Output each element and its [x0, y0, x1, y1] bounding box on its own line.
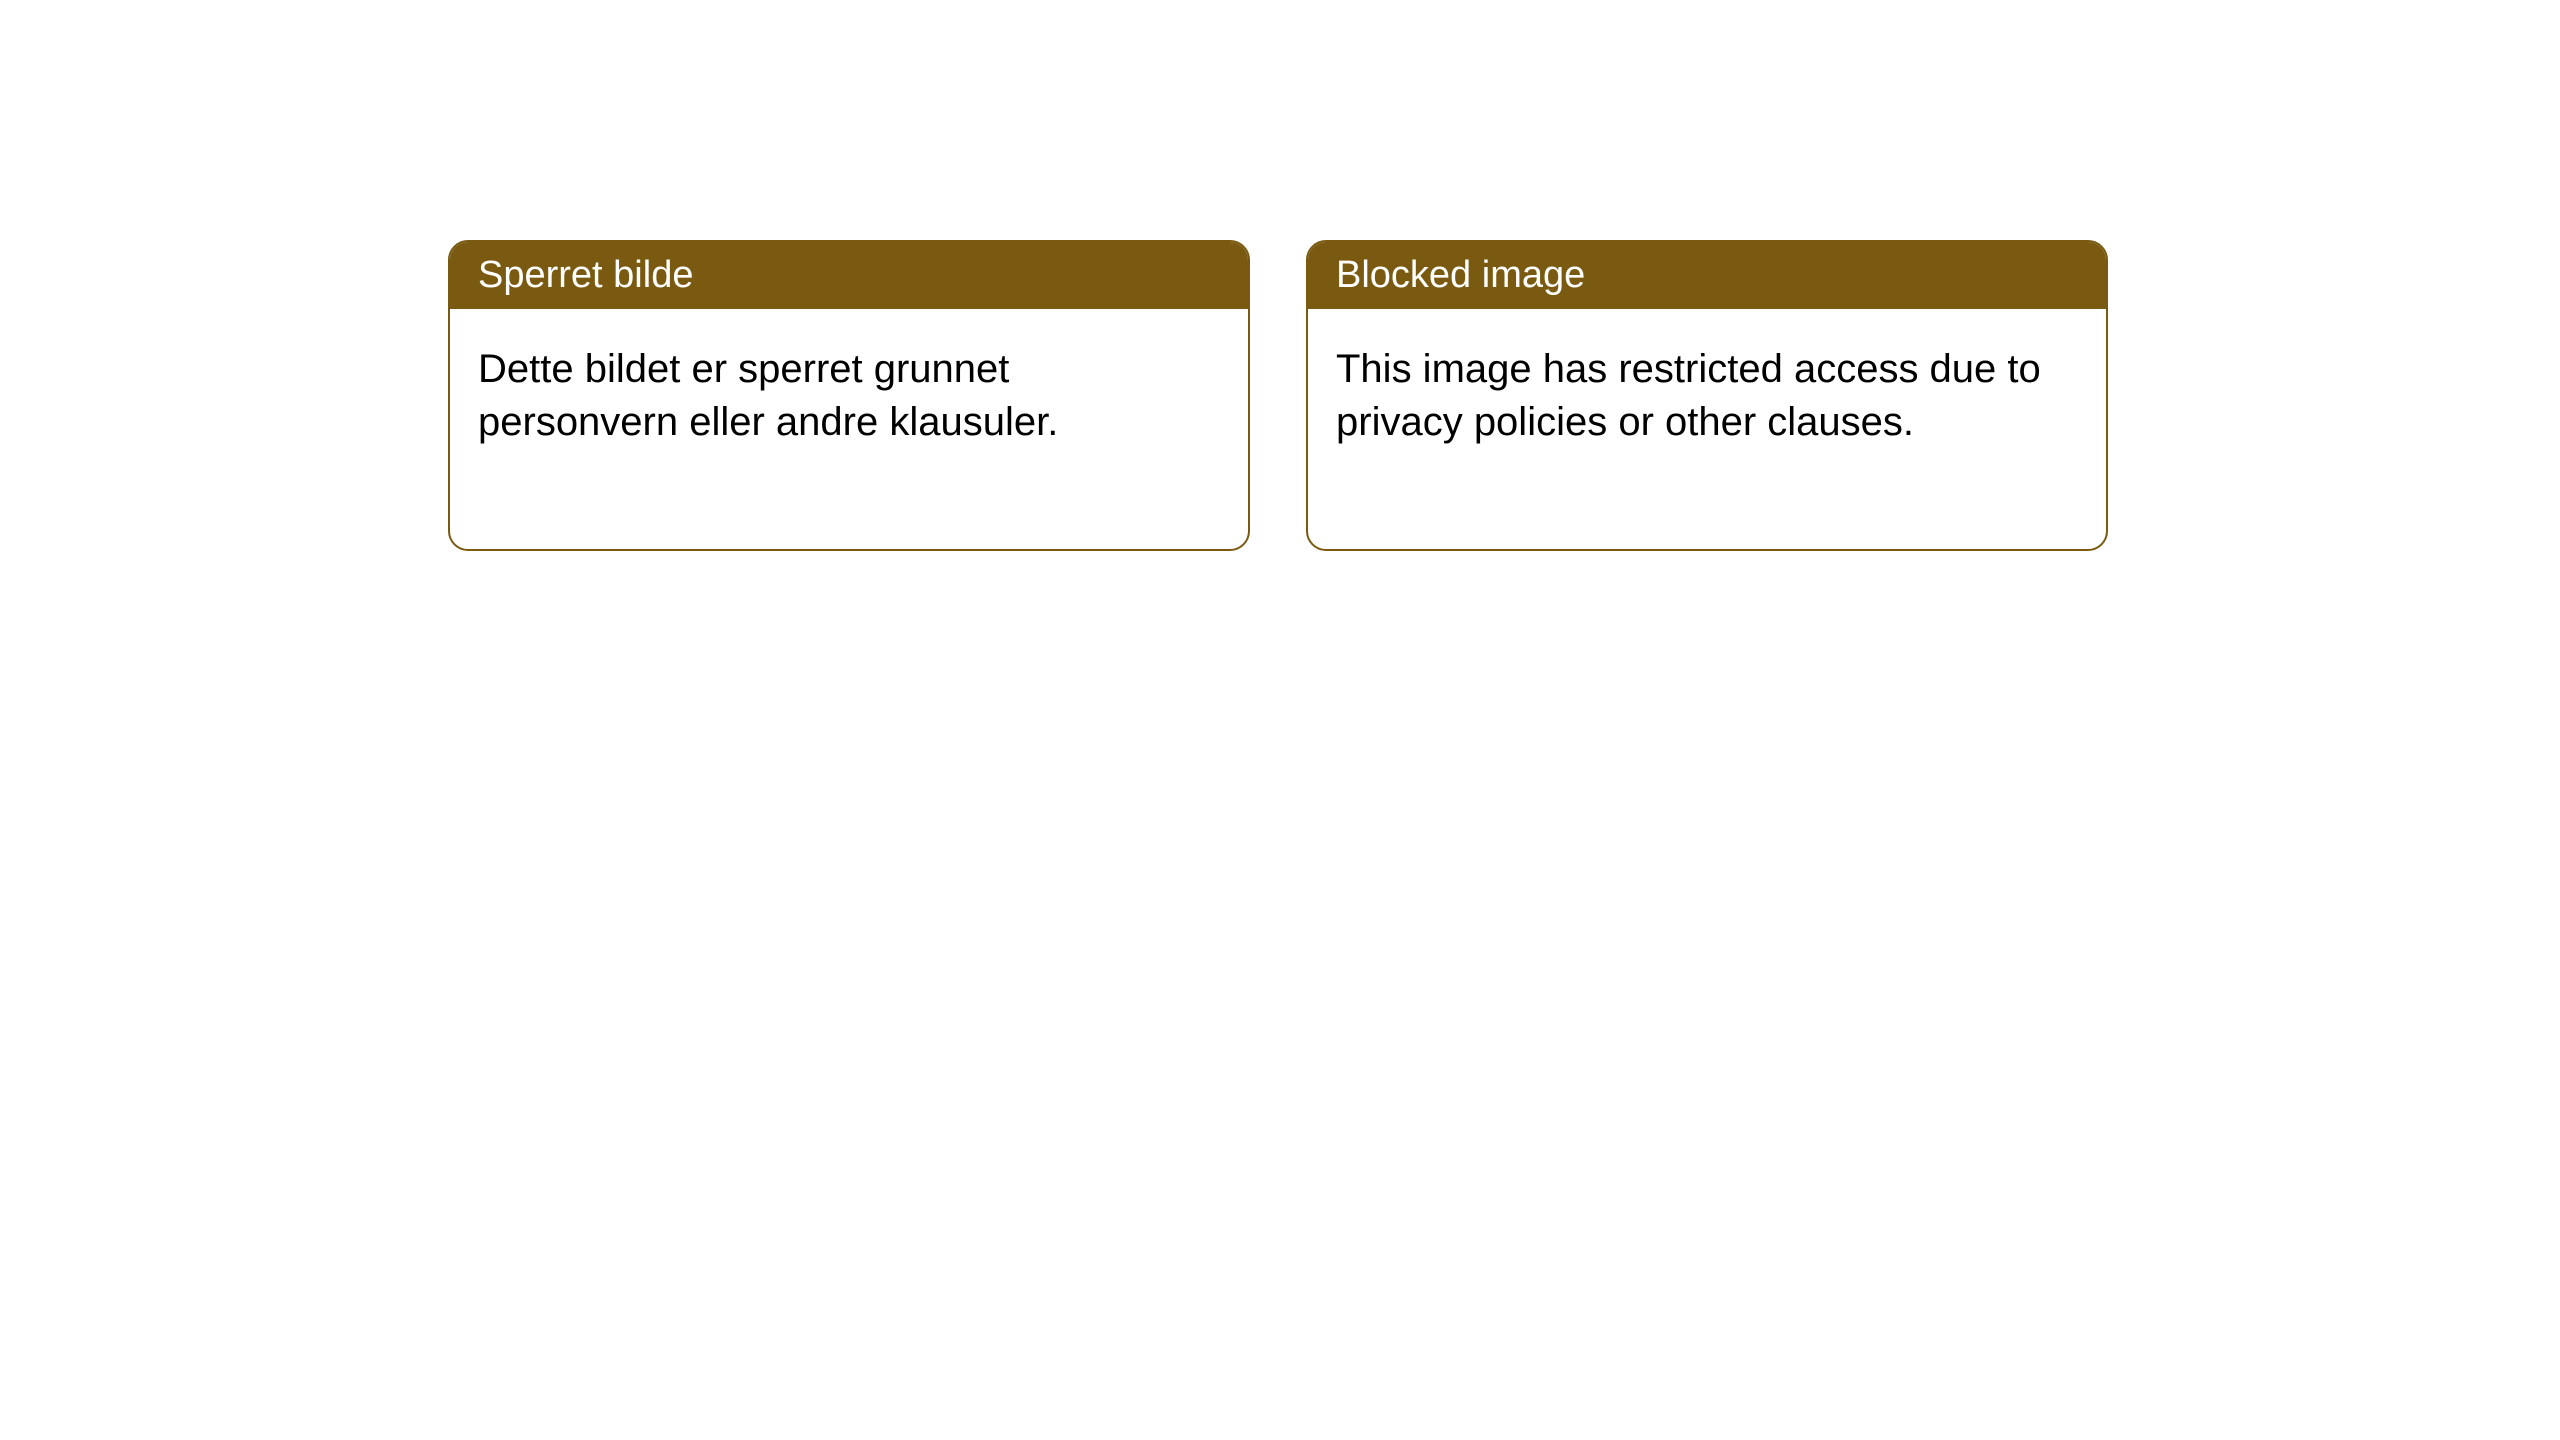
notice-title-norwegian: Sperret bilde [450, 242, 1248, 309]
notice-body-english: This image has restricted access due to … [1308, 309, 2106, 549]
notice-card-norwegian: Sperret bilde Dette bildet er sperret gr… [448, 240, 1250, 551]
notice-body-norwegian: Dette bildet er sperret grunnet personve… [450, 309, 1248, 549]
notice-container: Sperret bilde Dette bildet er sperret gr… [0, 0, 2560, 551]
notice-card-english: Blocked image This image has restricted … [1306, 240, 2108, 551]
notice-title-english: Blocked image [1308, 242, 2106, 309]
